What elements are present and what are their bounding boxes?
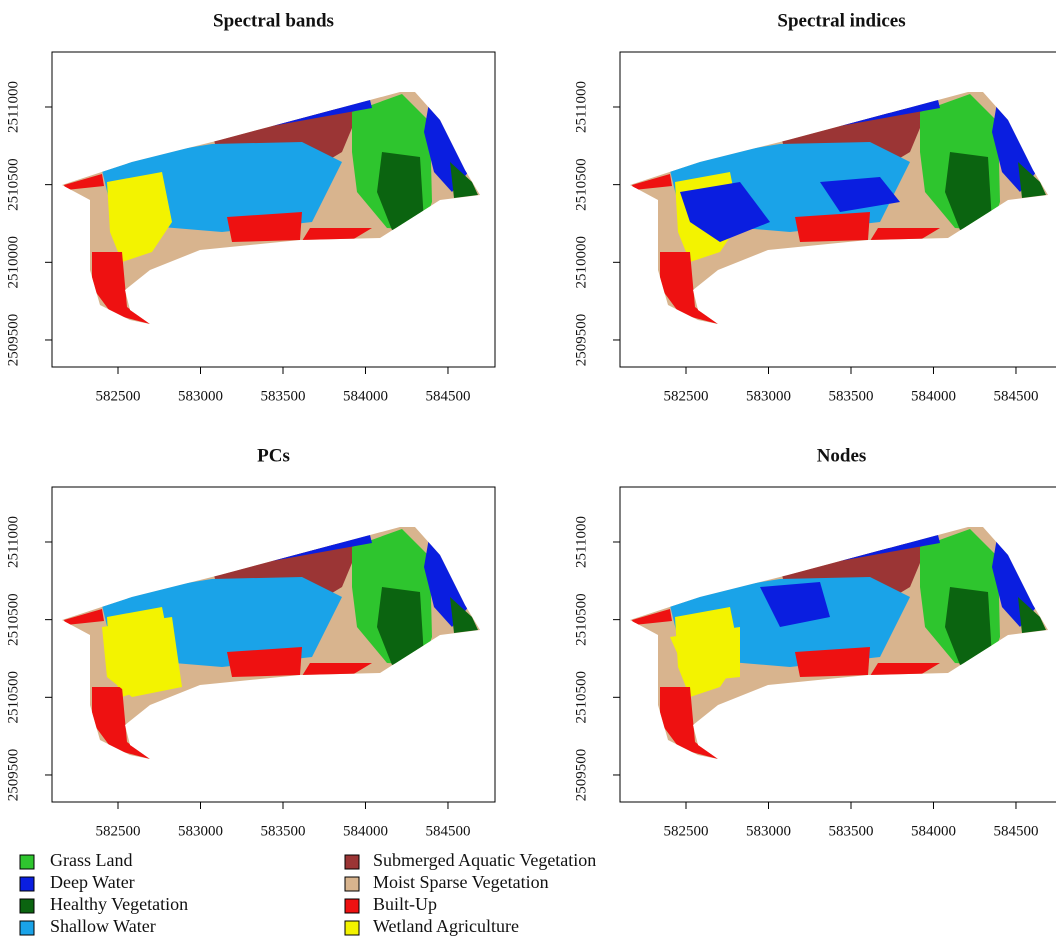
x-tick-label: 583500 [828, 388, 873, 404]
panel-title: PCs [257, 445, 290, 466]
panel-title: Spectral indices [777, 10, 905, 31]
y-tick-label: 2510500 [573, 158, 589, 211]
legend-label: Moist Sparse Vegetation [373, 872, 549, 892]
class-region [795, 647, 870, 677]
y-tick-label: 2509500 [573, 314, 589, 367]
map-panel: PCs 582500 583000 583500 584000 584500 2509500… [5, 445, 495, 839]
legend-swatch [20, 855, 34, 869]
legend-label: Shallow Water [50, 916, 156, 936]
y-tick-label: 2511000 [573, 81, 589, 133]
x-tick-label: 584000 [343, 823, 388, 839]
y-tick-label: 2511000 [573, 516, 589, 568]
legend-swatch [20, 899, 34, 913]
x-tick-label: 584500 [425, 823, 470, 839]
legend-label: Wetland Agriculture [373, 916, 519, 936]
legend-swatch [345, 921, 359, 935]
x-tick-label: 583500 [260, 388, 305, 404]
panel-title: Spectral bands [213, 10, 334, 31]
map [62, 92, 480, 324]
legend-label: Deep Water [50, 872, 135, 892]
y-tick-label: 2509500 [573, 749, 589, 802]
map-panel: Spectral indices 582500 583000 583500 584000… [573, 10, 1056, 404]
legend-label: Healthy Vegetation [50, 894, 188, 914]
map-panel: Nodes 582500 583000 583500 584000 584500 25095… [573, 445, 1056, 839]
x-tick-label: 584500 [993, 388, 1038, 404]
class-region [795, 212, 870, 242]
legend-swatch [345, 855, 359, 869]
y-tick-label: 2511000 [5, 516, 21, 568]
class-region [227, 212, 302, 242]
x-tick-label: 582500 [663, 388, 708, 404]
y-tick-label: 2509500 [5, 749, 21, 802]
legend-label: Built-Up [373, 894, 437, 914]
x-tick-label: 583500 [260, 823, 305, 839]
class-region [450, 162, 478, 198]
x-tick-label: 583000 [178, 823, 223, 839]
y-tick-label: 2510500 [5, 671, 21, 724]
classes [64, 94, 478, 324]
legend-swatch [20, 877, 34, 891]
map [62, 527, 480, 759]
y-tick-label: 2510500 [573, 593, 589, 646]
y-tick-label: 2510500 [5, 593, 21, 646]
y-tick-label: 2510500 [573, 671, 589, 724]
x-tick-label: 584000 [911, 823, 956, 839]
class-region [1018, 162, 1046, 198]
x-tick-label: 584000 [911, 388, 956, 404]
classes [632, 94, 1046, 324]
panel-title: Nodes [817, 445, 867, 466]
legend-swatch [345, 877, 359, 891]
class-region [450, 597, 478, 633]
x-tick-label: 583000 [746, 823, 791, 839]
x-tick-label: 584000 [343, 388, 388, 404]
map-panel: Spectral bands 582500 583000 583500 584000 58… [5, 10, 495, 404]
x-tick-label: 582500 [663, 823, 708, 839]
legend-swatch [20, 921, 34, 935]
x-tick-label: 583000 [746, 388, 791, 404]
x-tick-label: 583500 [828, 823, 873, 839]
legend-label: Grass Land [50, 850, 132, 870]
classes [632, 529, 1046, 759]
x-tick-label: 584500 [425, 388, 470, 404]
x-tick-label: 584500 [993, 823, 1038, 839]
y-tick-label: 2510000 [573, 236, 589, 289]
y-tick-label: 2510500 [5, 158, 21, 211]
figure: Spectral bands 582500 583000 583500 584000 58… [0, 0, 1056, 947]
y-tick-label: 2511000 [5, 81, 21, 133]
x-tick-label: 582500 [95, 823, 140, 839]
class-region [227, 647, 302, 677]
x-tick-label: 583000 [178, 388, 223, 404]
class-region [1018, 597, 1046, 633]
x-tick-label: 582500 [95, 388, 140, 404]
y-tick-label: 2510000 [5, 236, 21, 289]
legend-swatch [345, 899, 359, 913]
legend-label: Submerged Aquatic Vegetation [373, 850, 596, 870]
y-tick-label: 2509500 [5, 314, 21, 367]
classes [64, 529, 478, 759]
map [630, 92, 1048, 324]
map [630, 527, 1048, 759]
